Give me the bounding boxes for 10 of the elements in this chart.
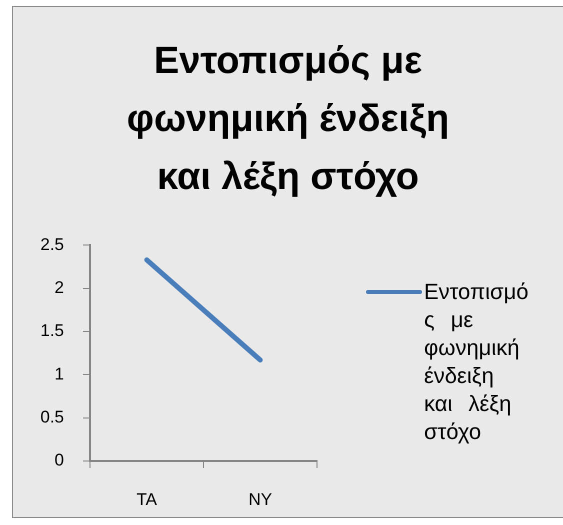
y-tick-label: 1.5	[40, 321, 64, 340]
legend-label: Εντοπισμός με φωνημική ένδειξη και λέξη στόχο	[424, 278, 530, 446]
y-tick-label: 1	[54, 364, 64, 384]
chart-title: Εντοπισμός με φωνημική ένδειξη και λέξη στόχο	[126, 39, 450, 200]
y-tick-label: 0.5	[40, 408, 64, 427]
y-tick-label: 2.5	[40, 234, 64, 254]
x-tick-label: TA	[136, 490, 158, 509]
y-tick-label: 0	[54, 450, 64, 470]
y-tick-label: 2	[54, 278, 64, 298]
x-tick-label: NY	[248, 490, 272, 509]
